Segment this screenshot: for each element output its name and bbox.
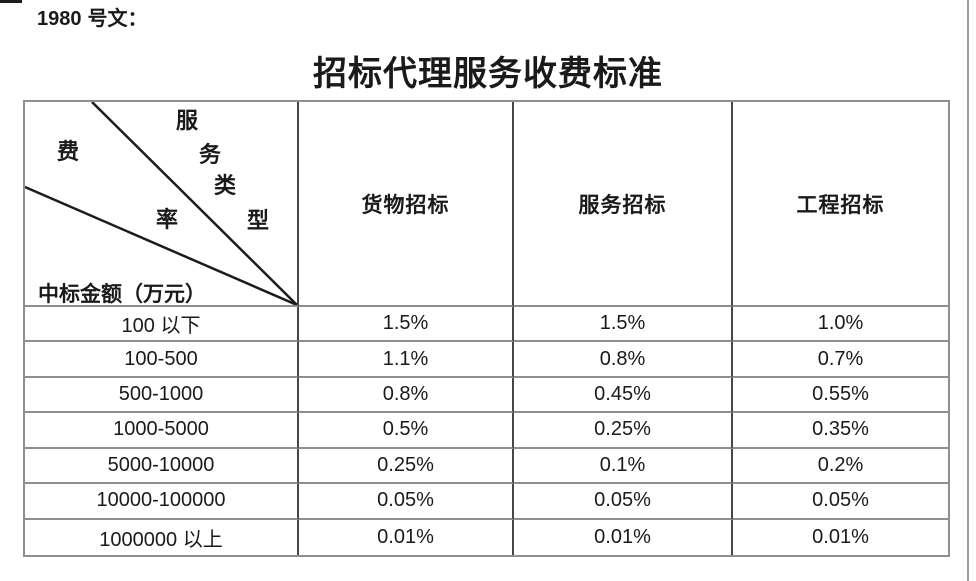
table-cell: 0.8%	[514, 342, 733, 378]
table-cell: 0.05%	[514, 484, 733, 520]
column-header-1: 货物招标	[299, 102, 514, 307]
table-cell: 0.1%	[514, 448, 733, 485]
table-cell: 0.8%	[299, 377, 514, 414]
doc-number-label: 号文：	[87, 8, 148, 30]
row-label: 5000-10000	[25, 448, 299, 485]
corner-char-fee-rate-1: 费	[57, 139, 80, 164]
diagonal-line-upper	[91, 102, 297, 305]
table-cell: 0.25%	[514, 413, 733, 449]
table-cell: 0.05%	[733, 484, 948, 520]
table-cell: 0.01%	[299, 519, 514, 555]
corner-char-service-type-3: 类	[214, 173, 237, 198]
row-label: 500-1000	[25, 377, 299, 414]
table-cell: 0.5%	[299, 413, 514, 449]
corner-char-fee-rate-2: 率	[156, 207, 179, 232]
table-cell: 0.2%	[733, 449, 948, 485]
page-title: 招标代理服务收费标准	[313, 56, 663, 93]
table-cell: 1.0%	[733, 307, 948, 343]
row-label: 1000-5000	[25, 413, 299, 449]
diagonal-lines	[25, 102, 297, 305]
corner-char-service-type-2: 务	[199, 142, 222, 167]
table-cell: 0.05%	[299, 484, 514, 520]
column-header-3: 工程招标	[733, 102, 948, 307]
table-cell: 0.01%	[514, 519, 733, 555]
page-corner-artifact	[0, 0, 22, 3]
column-header-2: 服务招标	[514, 102, 733, 307]
corner-amount-label: 中标金额（万元）	[38, 282, 206, 306]
table-cell: 0.7%	[733, 342, 948, 378]
page-edge-line	[967, 0, 969, 581]
doc-number: 1980 号文：	[37, 2, 148, 31]
table-cell: 0.45%	[514, 377, 733, 414]
diagonal-line-lower	[25, 185, 297, 305]
table-cell: 0.35%	[733, 413, 948, 449]
corner-char-service-type-4: 型	[247, 208, 270, 233]
corner-char-service-type-1: 服	[176, 108, 199, 133]
table-cell: 1.5%	[299, 307, 514, 343]
table-cell: 0.55%	[733, 378, 948, 414]
fee-table: 服 务 类 型 费 率 中标金额（万元） 货物招标 服务招标 工程招标 100 以下 1…	[23, 100, 950, 557]
row-label: 10000-100000	[25, 484, 299, 520]
table-cell: 1.5%	[514, 307, 733, 343]
row-label: 1000000 以上	[25, 519, 299, 555]
table-cell: 0.25%	[299, 448, 514, 485]
table-cell: 0.01%	[812, 525, 869, 548]
table-cell: 1.1%	[299, 342, 514, 378]
table-corner-cell: 服 务 类 型 费 率 中标金额（万元）	[25, 102, 299, 307]
row-label: 100-500	[25, 342, 299, 378]
doc-number-value: 1980	[37, 8, 82, 30]
row-label: 100 以下	[25, 307, 299, 343]
